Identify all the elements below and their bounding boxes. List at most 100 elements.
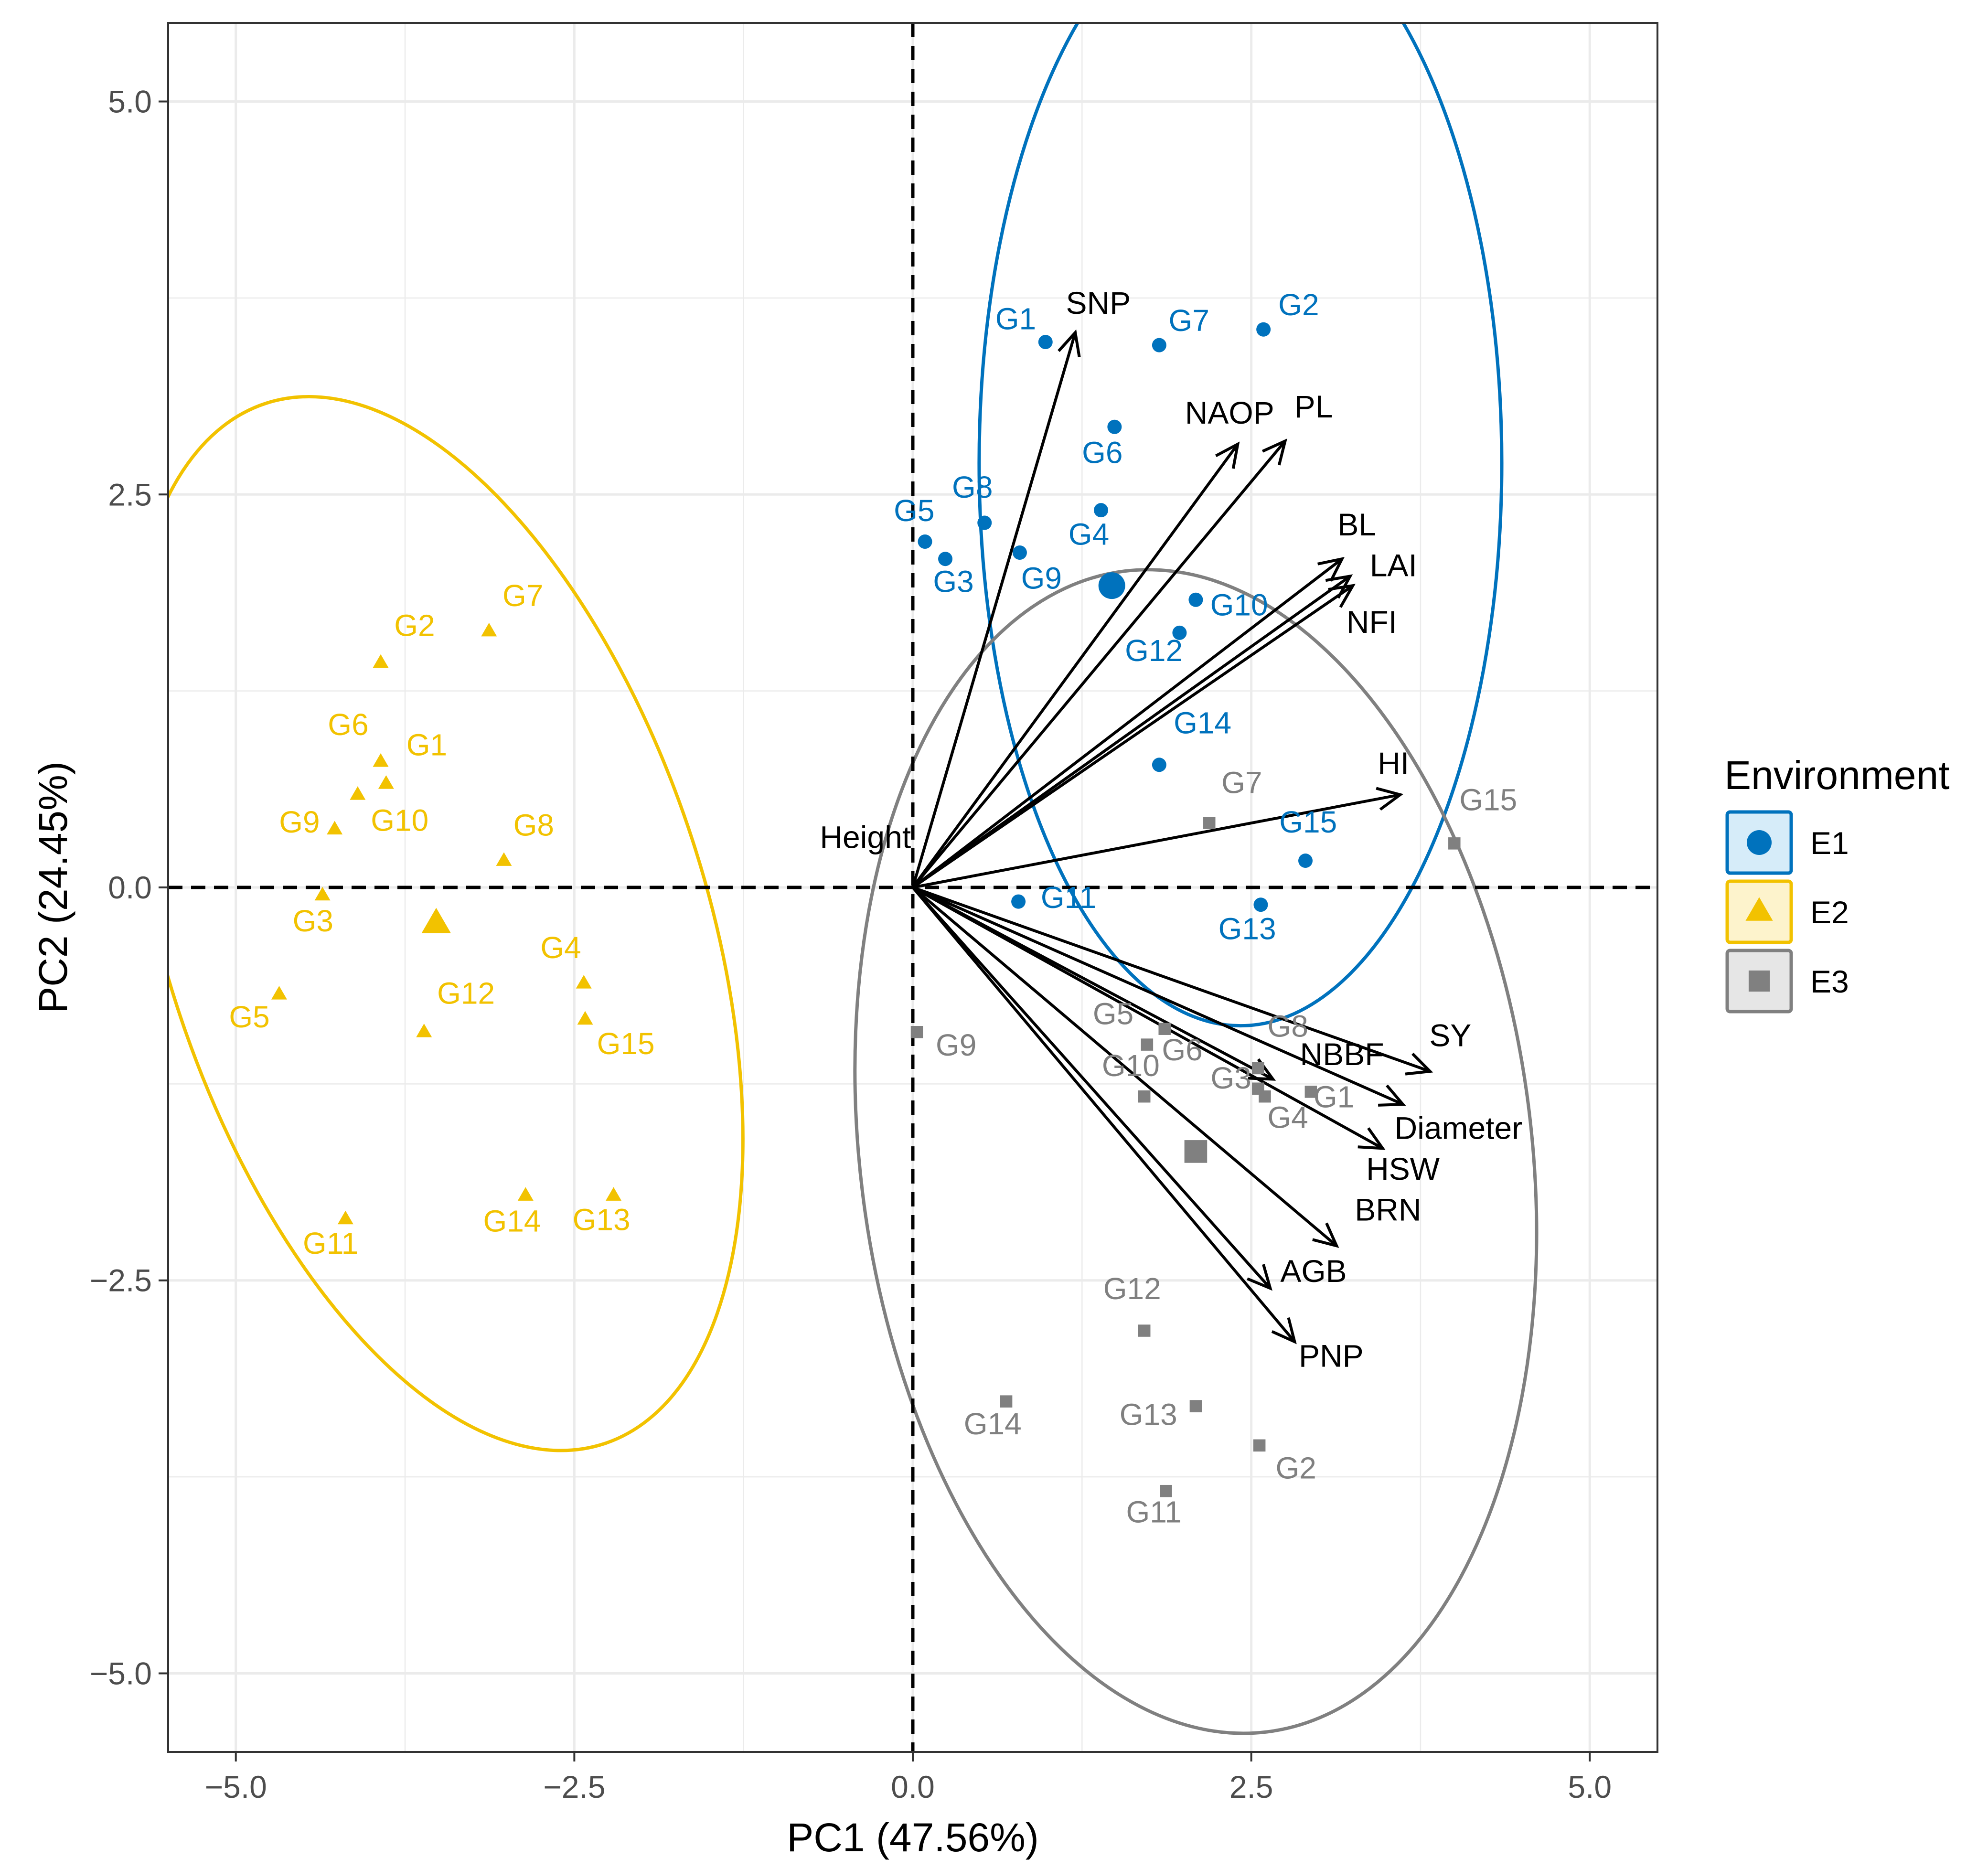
point-label-e1-g7: G7 — [1169, 303, 1209, 338]
point-label-e2-g13: G13 — [573, 1202, 631, 1237]
vector-nfi — [912, 584, 1354, 889]
point-label-e2-g10: G10 — [371, 803, 428, 838]
point-e3-g10 — [1138, 1090, 1151, 1103]
point-e3-g1 — [1304, 1086, 1317, 1098]
vector-arrowhead-hsw — [1357, 1127, 1386, 1150]
point-e1-g1 — [1038, 335, 1053, 350]
x-tick-label: −5.0 — [205, 1769, 267, 1804]
point-e2-g12 — [416, 1024, 432, 1037]
point-e3-g5 — [1141, 1038, 1154, 1051]
point-label-e3-g5: G5 — [1093, 996, 1133, 1031]
point-label-e2-g6: G6 — [328, 707, 368, 742]
point-label-e2-g3: G3 — [293, 904, 333, 938]
confidence-ellipses — [168, 23, 1539, 1735]
vector-arrowhead-lai — [1325, 574, 1353, 599]
point-label-e2-g1: G1 — [406, 728, 447, 762]
centroid-e2 — [421, 907, 451, 933]
vector-label-hsw: HSW — [1366, 1151, 1440, 1186]
point-labels: G1 G2 G3 G4 G5 G6 G7 G8 G9 G10 G12 G14 G15 G11 G13 G7 G2… — [229, 288, 1517, 1529]
vector-arrowhead-diameter — [1378, 1084, 1406, 1107]
point-label-e1-g4: G4 — [1069, 517, 1109, 552]
vector-brn — [912, 886, 1338, 1247]
vector-label-nfi: NFI — [1347, 604, 1397, 640]
point-e1-g2 — [1256, 322, 1271, 337]
point-e3-g14 — [1000, 1395, 1013, 1408]
point-label-e1-g14: G14 — [1174, 705, 1231, 740]
point-e1-g9 — [1012, 545, 1027, 560]
point-e1-g10 — [1188, 592, 1203, 607]
point-e1-g3 — [938, 552, 953, 566]
vector-bl — [912, 557, 1343, 889]
vector-lai — [912, 575, 1351, 889]
point-e3-g9 — [910, 1026, 923, 1038]
x-tick-label: 2.5 — [1229, 1769, 1273, 1804]
point-e2-g7 — [481, 622, 497, 637]
vector-label-snp: SNP — [1066, 285, 1131, 320]
point-label-e3-g2: G2 — [1275, 1451, 1316, 1485]
point-label-e1-g10: G10 — [1210, 588, 1268, 622]
point-e2-g9 — [327, 821, 343, 835]
y-tick-label: −5.0 — [90, 1655, 152, 1691]
y-tick-label: 0.0 — [108, 870, 152, 905]
vector-label-sy: SY — [1429, 1017, 1471, 1053]
legend-label-e2: E2 — [1810, 895, 1849, 930]
x-tick-label: −2.5 — [543, 1769, 605, 1804]
point-label-e1-g2: G2 — [1278, 288, 1319, 322]
point-label-e1-g15: G15 — [1279, 805, 1337, 839]
point-e1-g14 — [1152, 758, 1166, 772]
vector-label-hi: HI — [1378, 746, 1409, 781]
vector-pnp — [911, 886, 1296, 1343]
ellipse-e3 — [853, 568, 1539, 1735]
point-label-e2-g4: G4 — [540, 930, 581, 965]
vector-label-lai: LAI — [1370, 547, 1417, 583]
point-label-e3-g14: G14 — [964, 1407, 1022, 1441]
point-e2-g5 — [271, 986, 287, 1000]
vector-arrowhead-bl — [1317, 556, 1345, 582]
point-e2-g2 — [373, 654, 389, 668]
point-label-e3-g15: G15 — [1459, 783, 1517, 817]
point-e3-g4 — [1259, 1090, 1271, 1103]
point-e2-g4 — [576, 975, 592, 989]
point-label-e2-g5: G5 — [229, 1000, 269, 1034]
point-label-e1-g9: G9 — [1021, 561, 1062, 596]
vector-arrowhead-naop — [1215, 441, 1240, 469]
score-points — [271, 322, 1461, 1497]
point-e2-g15 — [577, 1011, 593, 1025]
legend-label-e3: E3 — [1810, 964, 1849, 999]
loading-vectors: SNP NAOP PL BL LAI NFI HI Height SY NBBF Diameter H… — [820, 285, 1522, 1374]
vector-naop — [911, 443, 1239, 888]
vector-arrowhead-hi — [1376, 787, 1404, 811]
x-tick-label: 0.0 — [891, 1769, 935, 1804]
vector-label-naop: NAOP — [1185, 395, 1274, 430]
point-label-e3-g6: G6 — [1162, 1033, 1202, 1067]
vector-label-pnp: PNP — [1299, 1338, 1364, 1374]
point-label-e1-g6: G6 — [1082, 435, 1122, 470]
point-e3-g13 — [1189, 1400, 1202, 1412]
vector-hsw — [912, 886, 1384, 1150]
vector-arrowhead-pl — [1261, 438, 1287, 466]
vector-label-height: Height — [820, 820, 911, 855]
vector-label-pl: PL — [1294, 389, 1333, 424]
point-label-e1-g13: G13 — [1218, 912, 1276, 946]
ellipse-e2 — [168, 395, 745, 1452]
point-label-e1-g1: G1 — [995, 302, 1036, 336]
point-e1-g6 — [1107, 419, 1122, 434]
point-label-e3-g9: G9 — [936, 1028, 976, 1062]
point-e3-g15 — [1448, 837, 1461, 850]
point-label-e2-g8: G8 — [513, 808, 554, 842]
vector-label-diameter: Diameter — [1394, 1110, 1522, 1146]
point-label-e2-g9: G9 — [279, 805, 320, 839]
y-axis-title: PC2 (24.45%) — [31, 761, 75, 1014]
axes: −5.0 −2.5 0.0 2.5 5.0 −5.0 −2.5 0.0 2.5 5.0 — [90, 84, 1612, 1804]
point-label-e2-g7: G7 — [502, 578, 543, 613]
ellipse-e1 — [977, 23, 1504, 1027]
vector-sy — [912, 886, 1431, 1073]
point-e2-g6 — [373, 753, 389, 767]
y-tick-label: −2.5 — [90, 1263, 152, 1298]
point-label-e3-g4: G4 — [1267, 1100, 1308, 1135]
point-label-e1-g5: G5 — [894, 493, 934, 528]
point-e2-g1 — [378, 775, 394, 789]
vector-arrowhead-snp — [1058, 329, 1081, 358]
point-e3-g2 — [1253, 1439, 1266, 1452]
point-e1-g5 — [918, 534, 932, 549]
